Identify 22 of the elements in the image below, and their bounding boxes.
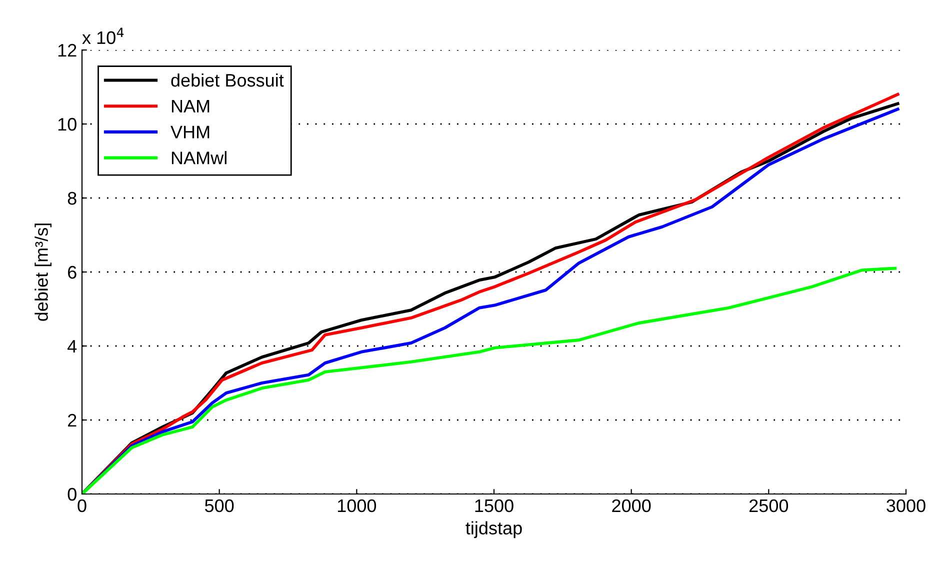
y-tick-label: 12 <box>58 44 76 57</box>
x-tick-label: 0 <box>78 499 86 512</box>
legend-label: debiet Bossuit <box>171 73 284 87</box>
legend-label: NAM <box>172 100 210 112</box>
y-tick-label: 2 <box>68 414 76 427</box>
y-tick-label: 8 <box>68 192 76 205</box>
y-tick-label: 6 <box>68 266 76 279</box>
x-tick-label: 2000 <box>612 499 651 512</box>
x-tick-label: 1500 <box>475 499 514 512</box>
y-tick-label: 10 <box>58 118 76 131</box>
y-tick-label: 0 <box>68 488 76 501</box>
x-tick-label: 1000 <box>338 499 376 512</box>
legend-label: NAMwl <box>172 151 226 164</box>
text: x 10$^{4}$ <box>82 28 124 44</box>
x-tick-label: 2500 <box>749 499 788 512</box>
line-series <box>82 266 897 494</box>
y-axis-title: debiet [m³/s] <box>34 224 52 321</box>
x-axis-title: tijdstap <box>466 521 522 538</box>
legend-label: VHM <box>170 126 210 138</box>
x-tick-label: 500 <box>204 499 234 512</box>
y-tick-label: 4 <box>68 340 77 353</box>
x-tick-label: 3000 <box>886 499 926 512</box>
